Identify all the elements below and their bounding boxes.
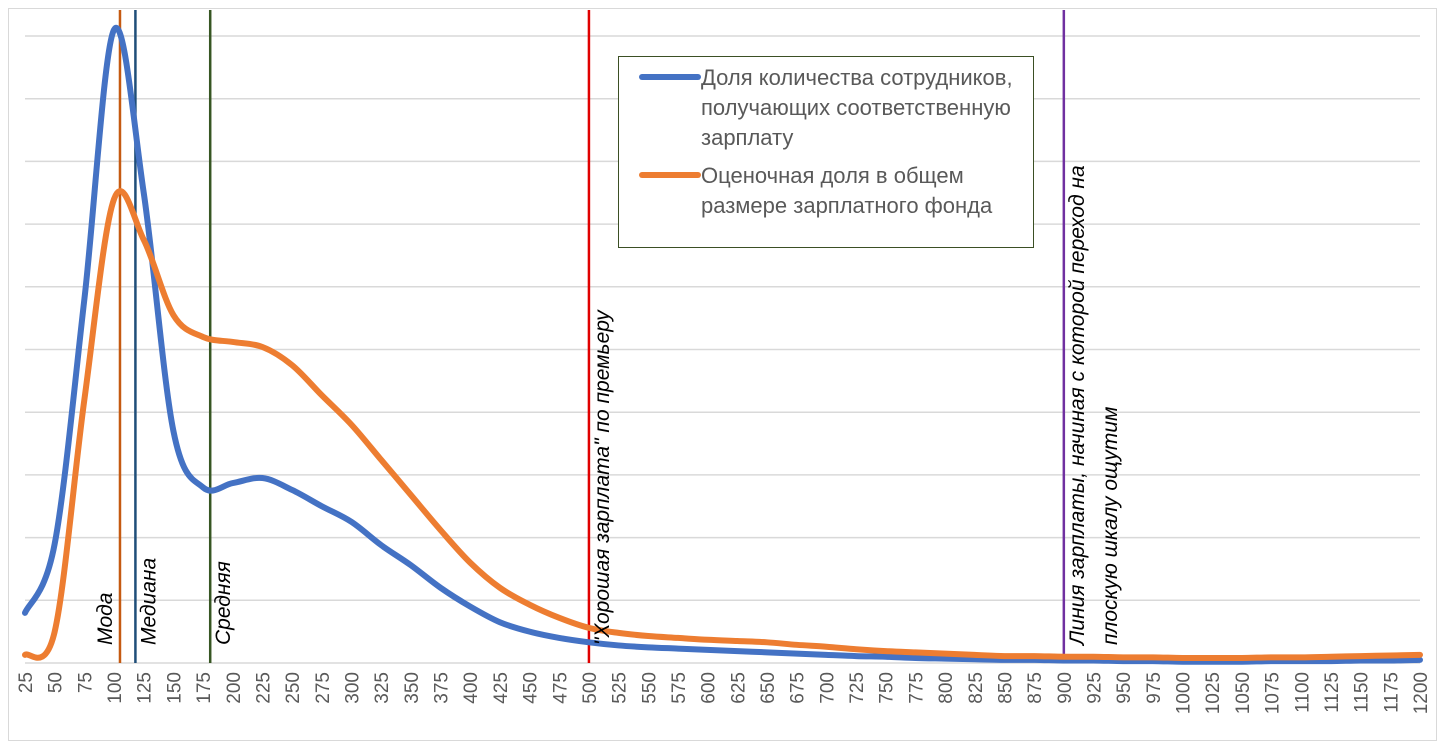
- x-tick-label: 525: [610, 672, 631, 704]
- x-tick-label: 550: [639, 672, 660, 704]
- x-tick-label: 950: [1114, 672, 1135, 704]
- legend-item-fund: Оценочная доля в общем размере зарплатно…: [639, 161, 1031, 221]
- legend-item-employees: Доля количества сотрудников, получающих …: [639, 63, 1031, 153]
- vertical-marker-label: плоскую шкалу ощутим: [1099, 407, 1122, 645]
- x-tick-label: 1150: [1352, 672, 1373, 713]
- series-line-fund: [22, 188, 1423, 662]
- vertical-marker-label: Линия зарплаты, начиная с которой перехо…: [1066, 165, 1089, 647]
- legend-swatch-orange: [639, 172, 701, 178]
- x-tick-label: 375: [432, 672, 453, 704]
- x-tick-label: 975: [1144, 672, 1165, 704]
- x-tick-label: 475: [550, 672, 571, 704]
- x-tick-label: 250: [283, 672, 304, 704]
- x-tick-label: 1125: [1322, 672, 1343, 713]
- x-tick-label: 50: [46, 672, 67, 693]
- x-tick-label: 1025: [1203, 672, 1224, 714]
- x-tick-label: 325: [372, 672, 393, 704]
- x-tick-label: 625: [728, 672, 749, 704]
- x-tick-label: 875: [1025, 672, 1046, 704]
- vertical-marker-label: Средняя: [212, 561, 235, 645]
- x-tick-label: 575: [669, 672, 690, 704]
- x-tick-label: 1100: [1292, 672, 1313, 713]
- x-tick-label: 150: [164, 672, 185, 704]
- x-tick-label: 175: [194, 672, 215, 704]
- x-tick-label: 425: [491, 672, 512, 704]
- x-tick-label: 125: [135, 672, 156, 704]
- x-tick-label: 900: [1055, 672, 1076, 704]
- vertical-marker-label: "Хорошая зарплата" по премьеру: [591, 309, 614, 645]
- legend: Доля количества сотрудников, получающих …: [618, 56, 1034, 248]
- x-tick-label: 1000: [1174, 672, 1195, 714]
- series-line-employees: [22, 24, 1423, 665]
- x-tick-label: 600: [699, 672, 720, 704]
- x-tick-label: 700: [817, 672, 838, 704]
- x-tick-label: 1200: [1411, 672, 1432, 714]
- x-tick-label: 650: [758, 672, 779, 704]
- x-tick-label: 300: [342, 672, 363, 704]
- vertical-marker-label: Медиана: [137, 558, 160, 645]
- x-tick-label: 225: [253, 672, 274, 704]
- x-tick-label: 750: [877, 672, 898, 704]
- x-tick-label: 100: [105, 672, 126, 704]
- x-tick-label: 75: [75, 672, 96, 693]
- vertical-marker-label: Мода: [94, 593, 117, 645]
- legend-swatch-blue: [639, 74, 701, 80]
- x-tick-label: 200: [224, 672, 245, 704]
- x-tick-label: 1075: [1263, 672, 1284, 714]
- x-tick-label: 450: [521, 672, 542, 704]
- x-tick-label: 350: [402, 672, 423, 704]
- x-tick-label: 850: [995, 672, 1016, 704]
- x-tick-label: 800: [936, 672, 957, 704]
- x-tick-label: 825: [966, 672, 987, 704]
- x-tick-label: 500: [580, 672, 601, 704]
- x-tick-label: 675: [788, 672, 809, 704]
- x-tick-label: 1050: [1233, 672, 1254, 714]
- x-tick-label: 25: [16, 672, 37, 693]
- x-tick-label: 775: [906, 672, 927, 704]
- x-tick-label: 400: [461, 672, 482, 704]
- x-tick-label: 925: [1085, 672, 1106, 704]
- x-tick-label: 275: [313, 672, 334, 704]
- legend-label: Доля количества сотрудников, получающих …: [701, 65, 1013, 150]
- x-tick-label: 725: [847, 672, 868, 704]
- legend-label: Оценочная доля в общем размере зарплатно…: [701, 163, 993, 218]
- x-tick-label: 1175: [1381, 672, 1402, 713]
